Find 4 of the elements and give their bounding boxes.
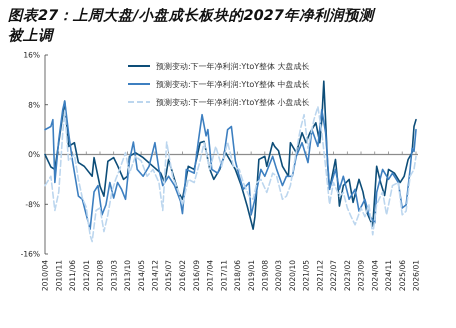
legend-label: 预测变动:下一年净利润:YtoY整体 大盘成长 <box>156 62 310 71</box>
legend-label: 预测变动:下一年净利润:YtoY整体 中盘成长 <box>156 80 310 89</box>
legend-label: 预测变动:下一年净利润:YtoY整体 小盘成长 <box>156 98 310 107</box>
chart-title: 图表27：上周大盘/小盘成长板块的2027年净利润预测被上调 <box>8 7 376 44</box>
